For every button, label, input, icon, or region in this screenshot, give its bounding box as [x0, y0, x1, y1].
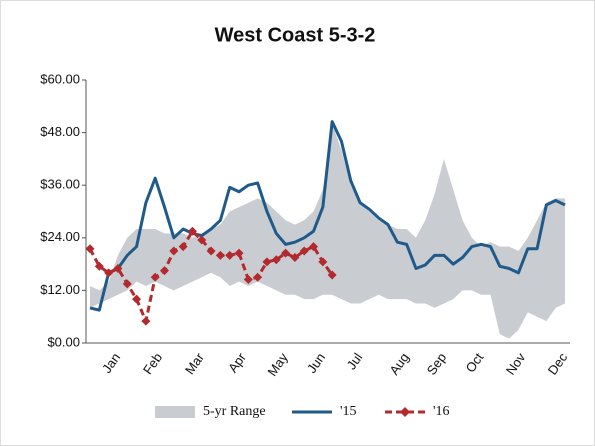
- marker: [262, 257, 272, 267]
- legend-marker: [400, 407, 410, 417]
- marker: [85, 244, 95, 254]
- marker: [327, 270, 337, 280]
- marker: [243, 274, 253, 284]
- marker: [215, 250, 225, 260]
- y-tick-label: $0.00: [47, 334, 80, 349]
- legend-swatch: [155, 406, 195, 418]
- marker: [187, 226, 197, 236]
- legend-label: '15: [340, 404, 357, 419]
- marker: [150, 272, 160, 282]
- marker: [160, 266, 170, 276]
- y-tick-label: $60.00: [40, 71, 80, 86]
- marker: [94, 261, 104, 271]
- marker: [271, 255, 281, 265]
- marker: [178, 242, 188, 252]
- marker: [206, 246, 216, 256]
- series-line: [89, 120, 566, 312]
- y-tick-label: $48.00: [40, 124, 80, 139]
- marker: [169, 246, 179, 256]
- y-tick-label: $12.00: [40, 282, 80, 297]
- marker: [104, 268, 114, 278]
- range-area: [90, 123, 565, 339]
- marker: [253, 272, 263, 282]
- marker: [132, 294, 142, 304]
- marker: [281, 248, 291, 258]
- marker: [309, 242, 319, 252]
- marker: [225, 250, 235, 260]
- marker: [290, 253, 300, 263]
- marker: [197, 235, 207, 245]
- legend-label: 5-yr Range: [203, 404, 266, 419]
- marker: [299, 246, 309, 256]
- marker: [141, 316, 151, 326]
- marker: [234, 248, 244, 258]
- marker: [113, 263, 123, 273]
- legend-label: '16: [433, 404, 450, 419]
- y-tick-label: $24.00: [40, 229, 80, 244]
- chart-title: West Coast 5-3-2: [215, 24, 376, 46]
- marker: [318, 257, 328, 267]
- marker: [122, 279, 132, 289]
- y-tick-label: $36.00: [40, 177, 80, 192]
